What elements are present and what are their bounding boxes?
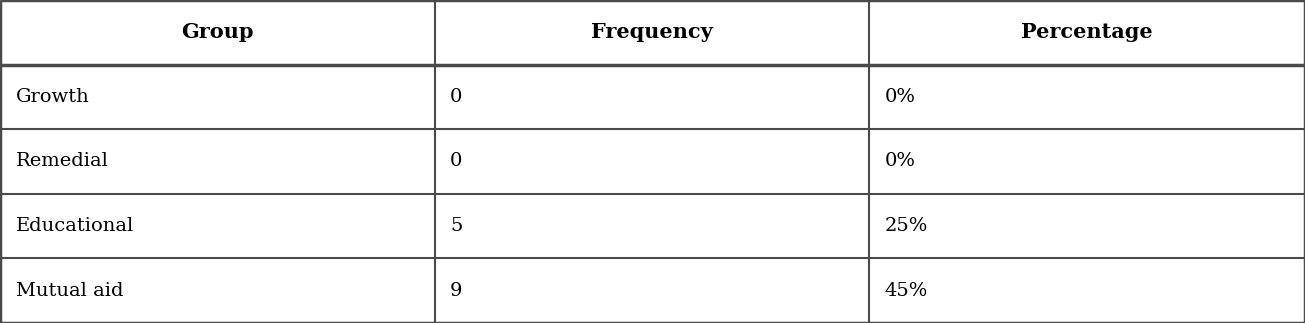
Text: 9: 9 (450, 282, 463, 300)
Text: Frequency: Frequency (591, 22, 713, 42)
Text: 0: 0 (450, 88, 462, 106)
Text: Remedial: Remedial (16, 152, 108, 171)
Text: Group: Group (181, 22, 253, 42)
Text: 5: 5 (450, 217, 462, 235)
Text: Percentage: Percentage (1022, 22, 1152, 42)
Text: 0: 0 (450, 152, 462, 171)
Text: Educational: Educational (16, 217, 134, 235)
Text: Growth: Growth (16, 88, 90, 106)
Text: 0%: 0% (885, 88, 916, 106)
Text: 0%: 0% (885, 152, 916, 171)
Text: 25%: 25% (885, 217, 928, 235)
Text: Mutual aid: Mutual aid (16, 282, 123, 300)
Text: 45%: 45% (885, 282, 928, 300)
